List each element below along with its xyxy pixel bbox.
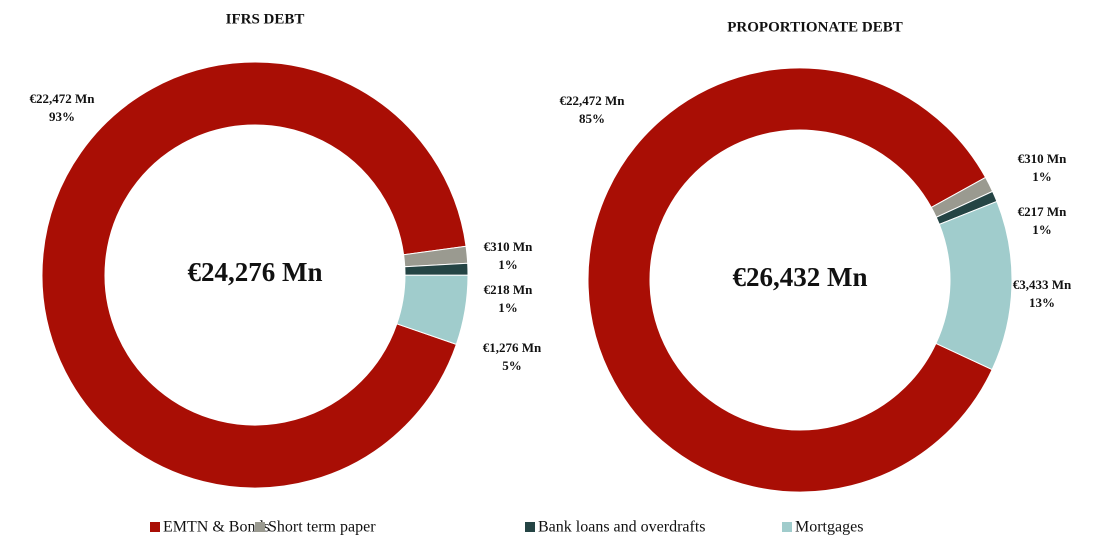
percent-label: 5% xyxy=(502,358,522,373)
center-label: €24,276 Mn xyxy=(188,257,323,287)
value-label: €3,433 Mn xyxy=(1013,277,1072,292)
legend-swatch xyxy=(525,522,535,532)
percent-label: 93% xyxy=(49,109,75,124)
percent-label: 1% xyxy=(498,300,518,315)
donut-slice xyxy=(41,61,467,489)
value-label: €310 Mn xyxy=(484,239,534,254)
value-label: €310 Mn xyxy=(1018,151,1068,166)
chart-title: PROPORTIONATE DEBT xyxy=(727,19,902,35)
percent-label: 85% xyxy=(579,111,605,126)
donut-slice xyxy=(396,274,469,345)
donut-slice xyxy=(935,200,1013,371)
legend-label: EMTN & Bonds xyxy=(163,519,270,536)
value-label: €217 Mn xyxy=(1018,204,1068,219)
percent-label: 13% xyxy=(1029,295,1055,310)
legend-label: Mortgages xyxy=(795,519,863,536)
chart-title: IFRS DEBT xyxy=(226,11,305,27)
value-label: €22,472 Mn xyxy=(560,93,626,108)
value-label: €218 Mn xyxy=(484,282,534,297)
legend-swatch xyxy=(255,522,265,532)
percent-label: 1% xyxy=(1032,169,1052,184)
donut-slice xyxy=(587,67,993,493)
center-label: €26,432 Mn xyxy=(733,262,868,292)
percent-label: 1% xyxy=(498,257,518,272)
legend-swatch xyxy=(782,522,792,532)
value-label: €1,276 Mn xyxy=(483,340,542,355)
percent-label: 1% xyxy=(1032,222,1052,237)
value-label: €22,472 Mn xyxy=(30,91,96,106)
legend-label: Bank loans and overdrafts xyxy=(538,519,706,536)
legend-swatch xyxy=(150,522,160,532)
legend-label: Short term paper xyxy=(268,519,376,536)
